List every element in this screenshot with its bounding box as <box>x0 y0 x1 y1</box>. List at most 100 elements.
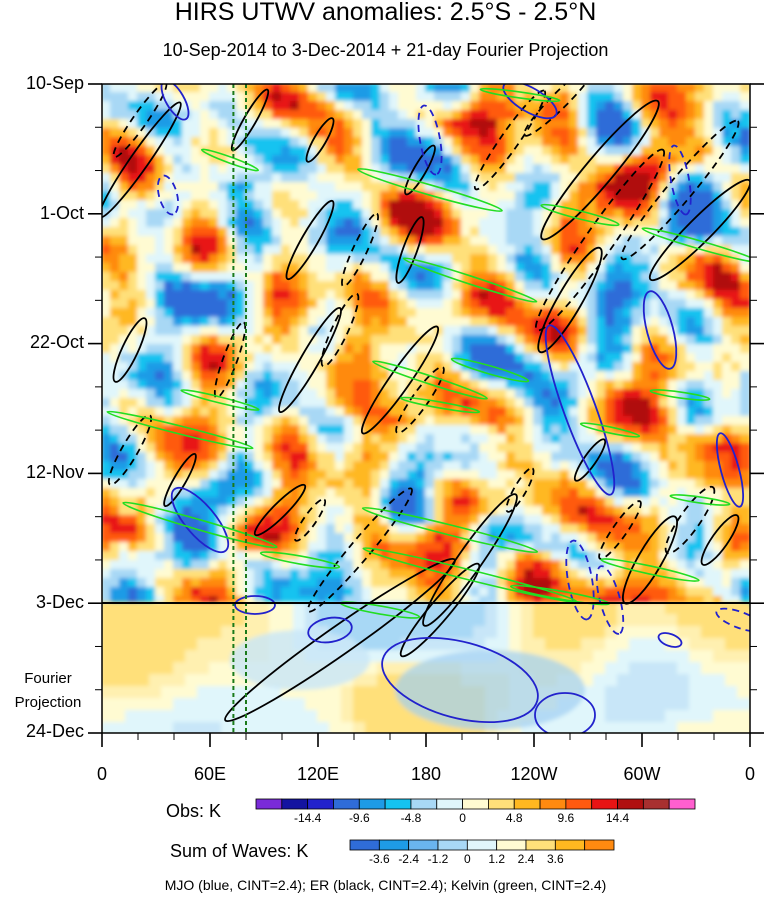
anomaly-cell <box>173 218 184 229</box>
anomaly-cell <box>686 128 697 139</box>
projection-cell <box>353 686 367 700</box>
anomaly-cell <box>326 146 337 157</box>
projection-cell <box>353 722 367 733</box>
anomaly-cell <box>218 461 229 472</box>
anomaly-cell <box>371 110 382 121</box>
anomaly-cell <box>668 227 679 238</box>
anomaly-cell <box>641 443 652 454</box>
anomaly-cell <box>236 110 247 121</box>
anomaly-cell <box>740 227 750 238</box>
anomaly-cell <box>182 407 193 418</box>
er-contour <box>473 89 547 191</box>
anomaly-cell <box>281 209 292 220</box>
anomaly-cell <box>731 200 742 211</box>
anomaly-cell <box>506 551 517 562</box>
anomaly-cell <box>461 272 472 283</box>
anomaly-cell <box>416 191 427 202</box>
anomaly-cell <box>740 182 750 193</box>
anomaly-cell <box>317 200 328 211</box>
anomaly-cell <box>515 281 526 292</box>
anomaly-cell <box>326 92 337 103</box>
anomaly-cell <box>524 173 535 184</box>
anomaly-cell <box>371 479 382 490</box>
anomaly-cell <box>425 245 436 256</box>
anomaly-cell <box>182 227 193 238</box>
anomaly-cell <box>227 209 238 220</box>
anomaly-cell <box>218 236 229 247</box>
anomaly-cell <box>461 227 472 238</box>
anomaly-cell <box>596 92 607 103</box>
anomaly-cell <box>254 101 265 112</box>
anomaly-cell <box>362 146 373 157</box>
projection-cell <box>557 614 571 628</box>
anomaly-cell <box>110 218 121 229</box>
anomaly-cell <box>362 416 373 427</box>
kelvin-contour <box>479 87 561 103</box>
anomaly-cell <box>641 182 652 193</box>
anomaly-cell <box>119 236 130 247</box>
anomaly-cell <box>362 524 373 535</box>
anomaly-cell <box>443 317 454 328</box>
anomaly-cell <box>524 227 535 238</box>
anomaly-cell <box>578 299 589 310</box>
anomaly-cell <box>110 452 121 463</box>
anomaly-cell <box>587 191 598 202</box>
anomaly-cell <box>632 245 643 256</box>
anomaly-cell <box>218 380 229 391</box>
anomaly-cell <box>488 164 499 175</box>
anomaly-cell <box>335 380 346 391</box>
anomaly-cell <box>632 227 643 238</box>
anomaly-cell <box>281 299 292 310</box>
anomaly-cell <box>434 200 445 211</box>
anomaly-cell <box>722 380 733 391</box>
projection-cell <box>713 698 727 712</box>
anomaly-cell <box>452 533 463 544</box>
anomaly-cell <box>650 227 661 238</box>
anomaly-cell <box>551 578 562 589</box>
anomaly-cell <box>416 299 427 310</box>
anomaly-cell <box>578 245 589 256</box>
er-contour <box>573 438 607 482</box>
anomaly-cell <box>110 479 121 490</box>
anomaly-cell <box>380 335 391 346</box>
anomaly-cell <box>713 299 724 310</box>
anomaly-cell <box>254 317 265 328</box>
anomaly-cell <box>218 371 229 382</box>
anomaly-cell <box>380 353 391 364</box>
anomaly-cell <box>218 497 229 508</box>
anomaly-cell <box>515 515 526 526</box>
anomaly-cell <box>560 407 571 418</box>
anomaly-cell <box>461 236 472 247</box>
anomaly-cell <box>605 227 616 238</box>
projection-cell <box>665 698 679 712</box>
anomaly-cell <box>317 407 328 418</box>
anomaly-cell <box>308 84 319 94</box>
anomaly-cell <box>569 380 580 391</box>
anomaly-cell <box>254 461 265 472</box>
anomaly-cell <box>623 146 634 157</box>
anomaly-cell <box>335 290 346 301</box>
anomaly-cell <box>128 506 139 517</box>
anomaly-cell <box>155 173 166 184</box>
projection-cell <box>665 722 679 733</box>
anomaly-cell <box>551 236 562 247</box>
kelvin-contour <box>180 389 260 411</box>
anomaly-cell <box>128 182 139 193</box>
anomaly-cell <box>209 425 220 436</box>
anomaly-cell <box>380 506 391 517</box>
anomaly-cell <box>326 560 337 571</box>
anomaly-cell <box>479 533 490 544</box>
anomaly-cell <box>371 218 382 229</box>
projection-cell <box>677 686 691 700</box>
anomaly-cell <box>155 137 166 148</box>
anomaly-cell <box>146 533 157 544</box>
anomaly-cell <box>443 524 454 535</box>
anomaly-cell <box>173 578 184 589</box>
anomaly-cell <box>641 344 652 355</box>
anomaly-cell <box>317 587 328 598</box>
anomaly-cell <box>704 461 715 472</box>
anomaly-cell <box>542 560 553 571</box>
anomaly-cell <box>731 461 742 472</box>
anomaly-cell <box>353 101 364 112</box>
anomaly-cell <box>155 524 166 535</box>
